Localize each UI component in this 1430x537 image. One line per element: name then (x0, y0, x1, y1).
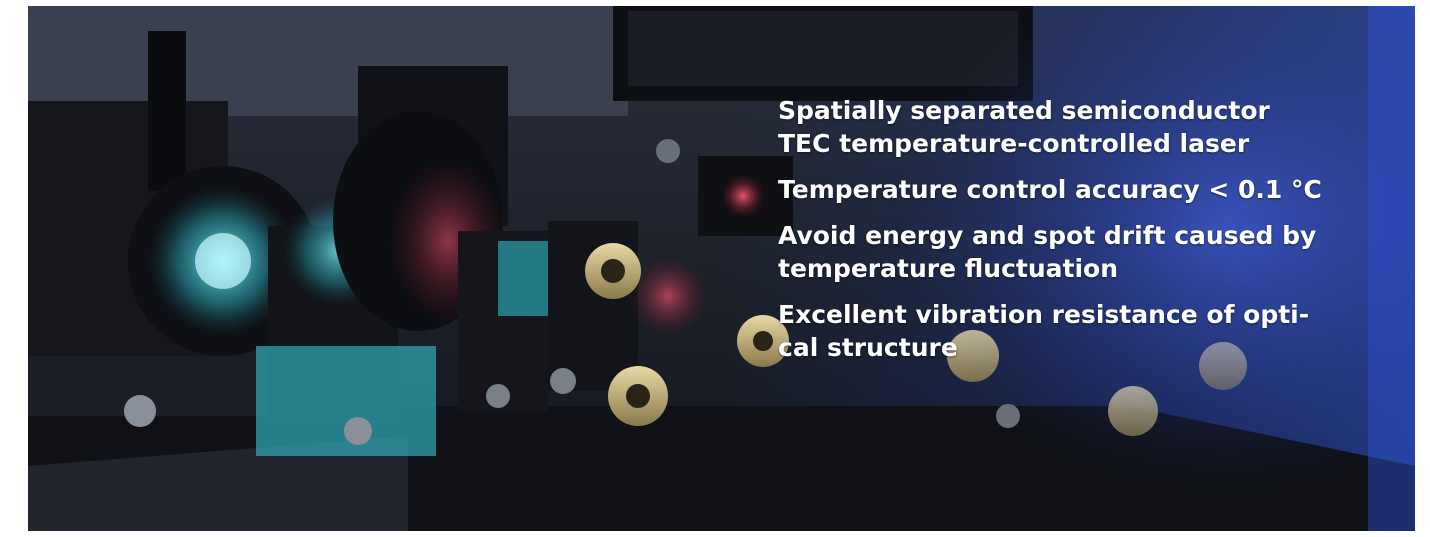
feature-item: Excellent vibration resistance of opti- … (778, 298, 1378, 364)
feature-item: Spatially separated semiconductor TEC te… (778, 94, 1378, 160)
laser-optics-photo (28, 6, 1415, 531)
feature-line: Spatially separated semiconductor (778, 96, 1270, 125)
feature-item: Temperature control accuracy < 0.1 °C (778, 173, 1378, 206)
feature-line: cal structure (778, 333, 958, 362)
feature-line: Temperature control accuracy < 0.1 °C (778, 175, 1322, 204)
feature-line: Excellent vibration resistance of opti- (778, 300, 1310, 329)
feature-line: temperature fluctuation (778, 254, 1119, 283)
feature-line: TEC temperature-controlled laser (778, 129, 1250, 158)
feature-list: Spatially separated semiconductor TEC te… (778, 94, 1378, 364)
feature-line: Avoid energy and spot drift caused by (778, 221, 1317, 250)
hero-banner: Spatially separated semiconductor TEC te… (28, 6, 1415, 531)
feature-item: Avoid energy and spot drift caused by te… (778, 219, 1378, 285)
